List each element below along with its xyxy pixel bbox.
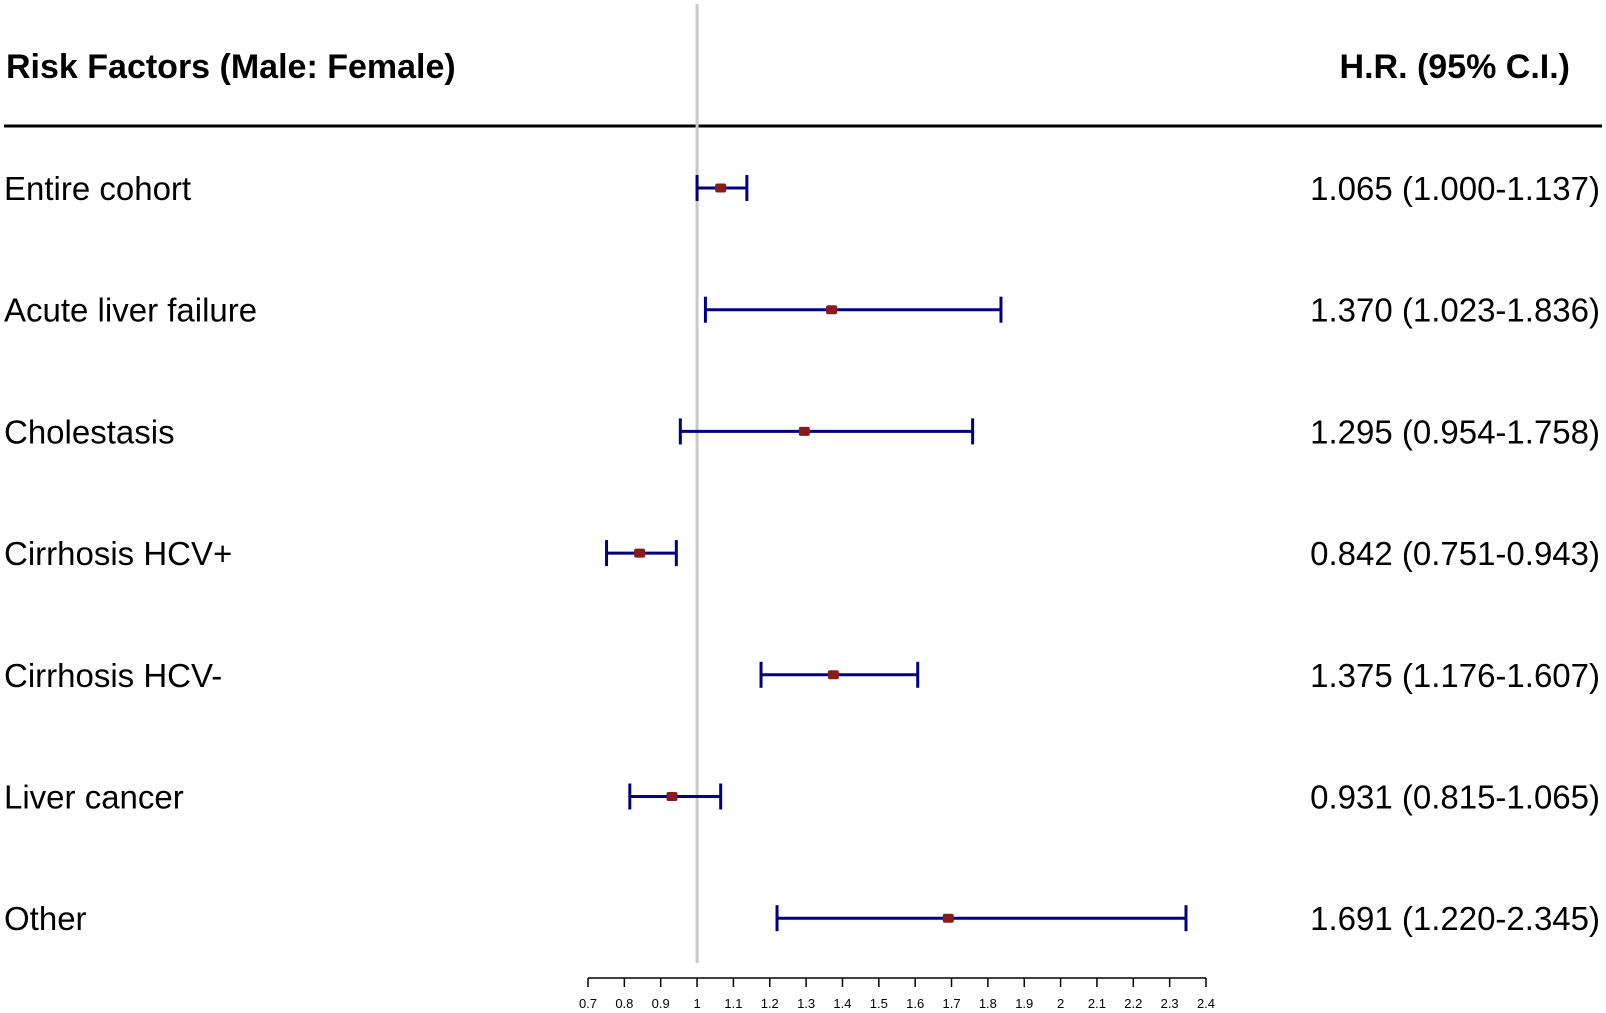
hr-value: 1.065 (1.000-1.137) <box>1310 170 1600 207</box>
hr-value: 1.295 (0.954-1.758) <box>1310 413 1600 450</box>
row-label: Acute liver failure <box>4 292 257 329</box>
x-tick-label: 1.3 <box>797 996 815 1011</box>
row-label: Cirrhosis HCV- <box>4 657 222 694</box>
x-tick-label: 0.7 <box>579 996 597 1011</box>
x-tick-label: 2.4 <box>1197 996 1215 1011</box>
x-tick-label: 1.2 <box>761 996 779 1011</box>
hr-point <box>827 670 839 680</box>
hr-value: 1.375 (1.176-1.607) <box>1310 657 1600 694</box>
row-label: Cirrhosis HCV+ <box>4 535 232 572</box>
x-tick-label: 1.7 <box>942 996 960 1011</box>
x-tick-label: 1 <box>693 996 700 1011</box>
hr-point <box>715 183 727 193</box>
risk-factors-header: Risk Factors (Male: Female) <box>6 48 456 86</box>
row-label: Other <box>4 900 87 937</box>
hr-value: 1.691 (1.220-2.345) <box>1310 900 1600 937</box>
row-label: Entire cohort <box>4 170 191 207</box>
x-tick-label: 2 <box>1057 996 1064 1011</box>
plot-layer: Entire cohort 1.065 (1.000-1.137) Acute li… <box>4 4 1600 1011</box>
row-label: Liver cancer <box>4 779 184 816</box>
x-tick-label: 0.9 <box>652 996 670 1011</box>
row-label: Cholestasis <box>4 413 175 450</box>
x-tick-label: 2.1 <box>1088 996 1106 1011</box>
x-tick-label: 2.2 <box>1124 996 1142 1011</box>
x-tick-label: 1.6 <box>906 996 924 1011</box>
hr-point <box>634 548 646 558</box>
hr-point <box>666 792 678 801</box>
x-tick-label: 1.8 <box>979 996 997 1011</box>
hr-point <box>798 426 810 436</box>
hazard-ratio-header: H.R. (95% C.I.) <box>1340 48 1570 86</box>
x-tick-label: 1.9 <box>1015 996 1033 1011</box>
x-tick-label: 2.3 <box>1161 996 1179 1011</box>
hr-value: 0.842 (0.751-0.943) <box>1310 535 1600 572</box>
hr-point <box>826 305 838 315</box>
hr-value: 0.931 (0.815-1.065) <box>1310 779 1600 816</box>
hr-value: 1.370 (1.023-1.836) <box>1310 292 1600 329</box>
hr-point <box>942 913 954 923</box>
x-tick-label: 1.4 <box>833 996 851 1011</box>
x-tick-label: 0.8 <box>615 996 633 1011</box>
x-tick-label: 1.5 <box>870 996 888 1011</box>
x-tick-label: 1.1 <box>724 996 742 1011</box>
